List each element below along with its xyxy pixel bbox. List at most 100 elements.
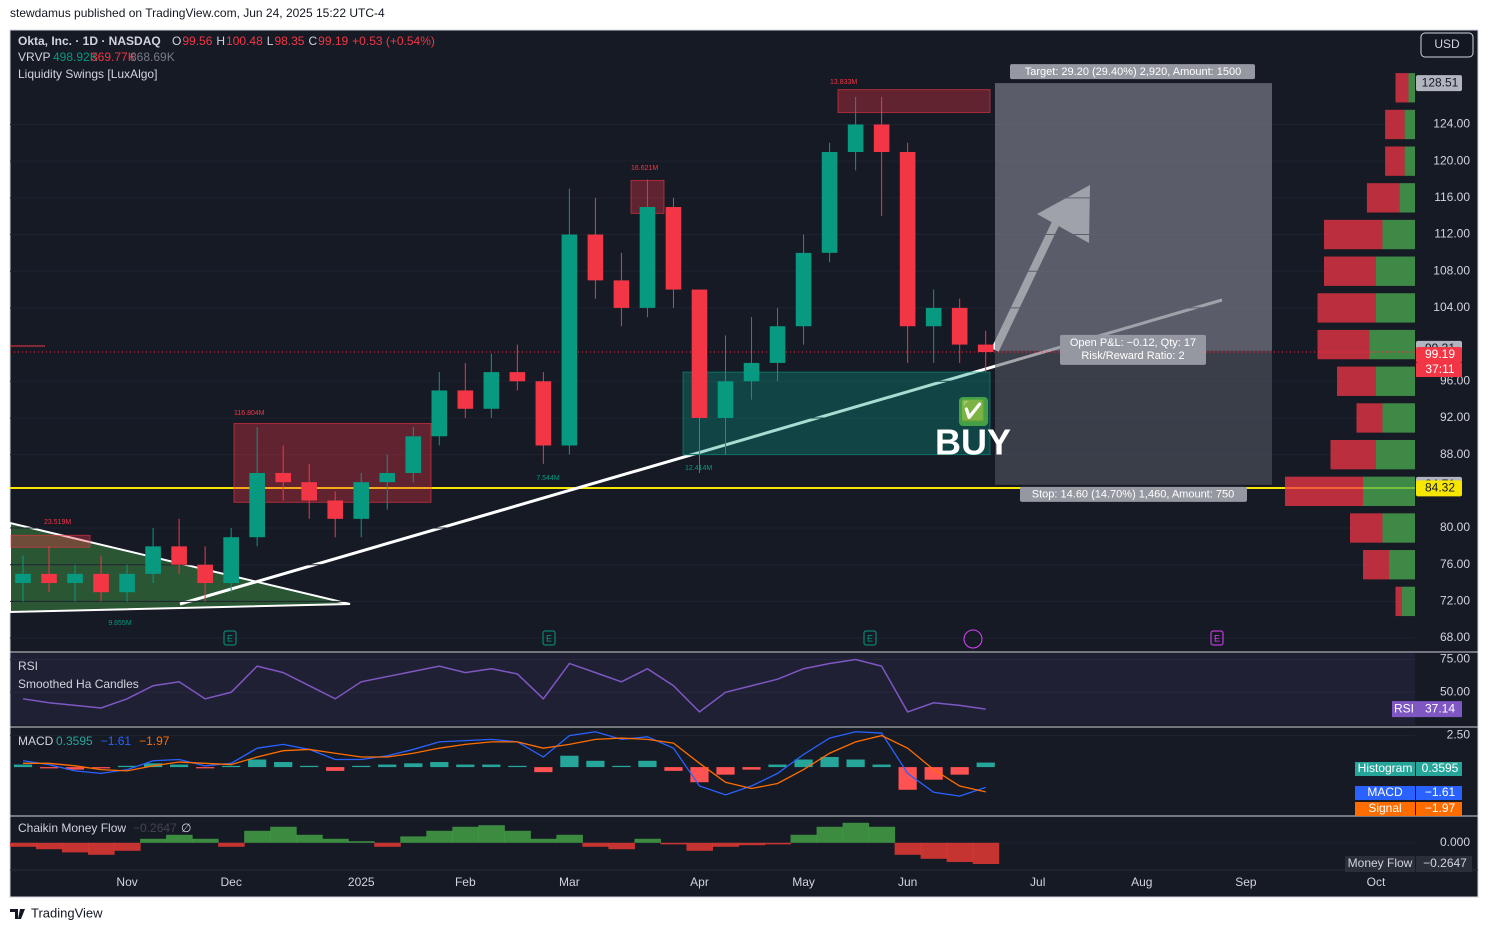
volume-up: [1376, 293, 1415, 323]
histogram-bar: [612, 765, 631, 768]
series-label: RSI: [1394, 701, 1414, 715]
histogram-bar: [534, 767, 553, 773]
money-flow-area: [426, 830, 453, 843]
brand-logo: [10, 909, 25, 919]
histogram-bar: [638, 760, 657, 768]
volume-up: [1382, 219, 1415, 250]
y-tick-label: 124.00: [1433, 117, 1470, 131]
money-flow-area: [582, 842, 609, 847]
candle-body: [509, 372, 526, 382]
ohlc-value: 99.56: [182, 34, 212, 48]
series-label: MACD: [1367, 785, 1403, 799]
volume-up: [1399, 183, 1415, 213]
y-tick-label: 75.00: [1440, 652, 1470, 666]
candle-body: [15, 573, 31, 584]
pane-title: RSI: [18, 659, 38, 673]
x-tick-label: Dec: [220, 875, 241, 889]
zone-label: 23.519M: [44, 519, 71, 526]
money-flow-area: [478, 825, 505, 843]
publisher: stewdamus published on TradingView.com, …: [10, 6, 385, 20]
candle-body: [899, 151, 916, 327]
zone-label: 16.621M: [631, 165, 658, 172]
money-flow-area: [816, 826, 844, 843]
money-flow-area: [738, 842, 766, 846]
volume-down: [1330, 439, 1376, 470]
candle-body: [197, 564, 213, 584]
y-tick-label: 2.50: [1447, 728, 1471, 742]
candle-body: [639, 207, 656, 308]
volume-up: [1404, 146, 1415, 176]
macd-line: [23, 734, 986, 793]
candle-body: [925, 307, 942, 327]
money-flow-area: [790, 834, 818, 843]
money-flow-area: [36, 842, 63, 850]
liquidity-zone: [10, 534, 91, 548]
ohlc-value: 99.19: [318, 34, 348, 48]
x-tick-label: Apr: [690, 875, 709, 889]
currency[interactable]: USD: [1434, 37, 1460, 51]
x-tick-label: Oct: [1367, 875, 1386, 889]
candle-body: [847, 124, 864, 152]
y-tick-label: 80.00: [1440, 520, 1470, 534]
liquidity-zone: [682, 371, 991, 456]
histogram-bar: [924, 767, 943, 780]
candle-body: [951, 307, 968, 345]
volume-down: [1385, 146, 1405, 176]
series-label: Histogram: [1358, 761, 1413, 775]
volume-up: [1376, 439, 1415, 470]
swing-label: 9.855M: [108, 620, 132, 627]
price-flag-label: 99.19: [1425, 347, 1455, 361]
candle-body: [379, 472, 396, 483]
candle-body: [327, 500, 344, 519]
countdown-bg: [1416, 363, 1462, 378]
volume-up: [1382, 403, 1415, 433]
y-tick-label: 50.00: [1440, 684, 1470, 698]
vrvp-value: 369.77K: [91, 50, 136, 64]
money-flow-area: [296, 834, 323, 843]
candle-body: [93, 573, 109, 593]
series-label: Money Flow: [1348, 856, 1413, 870]
money-flow-area: [764, 842, 792, 845]
money-flow-area: [972, 842, 1000, 864]
money-flow-area: [660, 842, 687, 845]
x-tick-label: Nov: [116, 875, 137, 889]
money-flow-area: [62, 842, 89, 853]
pnl-label-box: [1060, 334, 1206, 365]
candle-body: [769, 326, 786, 363]
histogram-bar: [508, 765, 527, 768]
series-label-bg: [1355, 786, 1415, 800]
histogram-bar: [560, 755, 579, 768]
money-flow-area: [270, 826, 297, 843]
candle-body: [41, 573, 57, 584]
pane-title: MACD: [18, 734, 54, 748]
event-icon: E: [867, 633, 873, 643]
histogram-bar: [326, 767, 345, 771]
event-icon: E: [546, 633, 552, 643]
x-tick-label: May: [792, 875, 815, 889]
target-area: [995, 83, 1272, 351]
zone-label: 13.833M: [830, 79, 857, 86]
value-flag-label: −0.2647: [1423, 856, 1467, 870]
candle-body: [873, 124, 890, 152]
value-flag: [1416, 802, 1462, 816]
buy-icon: ✅: [961, 398, 986, 422]
histogram-bar: [170, 764, 189, 768]
x-tick-label: Jun: [898, 875, 917, 889]
histogram-bar: [352, 765, 371, 768]
currency-button[interactable]: [1420, 32, 1474, 58]
liquidity-zone: [837, 89, 991, 114]
volume-up: [1389, 550, 1415, 580]
y-tick-label: 120.00: [1433, 153, 1470, 167]
candle-body: [457, 390, 474, 409]
x-tick-label: Jul: [1030, 875, 1045, 889]
volume-down: [1317, 293, 1376, 323]
volume-up: [1376, 256, 1415, 286]
money-flow-area: [140, 838, 167, 843]
x-tick-label: 2025: [348, 875, 375, 889]
target-label: Target: 29.20 (29.40%) 2,920, Amount: 15…: [1025, 66, 1241, 78]
ohlc-key: H: [216, 34, 225, 48]
rsi-band: [10, 653, 1415, 725]
histogram-bar: [664, 767, 683, 771]
y-tick-label: 88.00: [1440, 447, 1470, 461]
brand: TradingView: [31, 905, 103, 920]
